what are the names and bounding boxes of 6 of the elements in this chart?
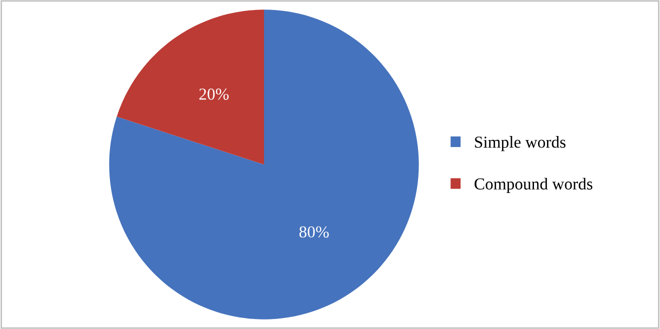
data-label: 80% xyxy=(299,226,329,238)
pie-slice xyxy=(109,10,419,320)
data-label: 20% xyxy=(199,88,229,100)
legend-label: Simple words xyxy=(475,136,566,152)
legend-label: Compound words xyxy=(474,178,592,193)
pie-slice xyxy=(116,10,264,164)
